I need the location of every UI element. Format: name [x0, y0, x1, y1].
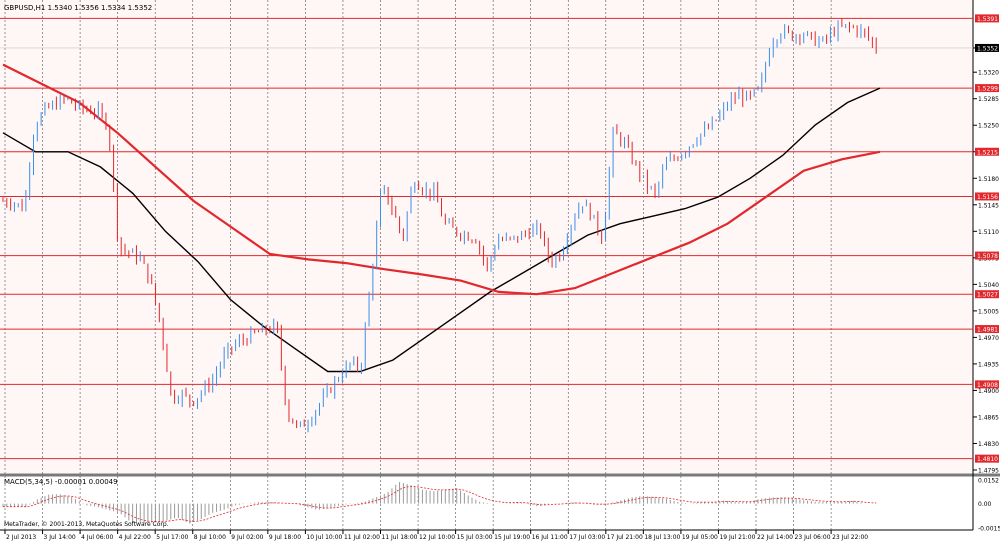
y-tick-label: 1.4900: [978, 388, 999, 395]
price-level-tag: [975, 14, 999, 23]
macd-y-tick-label: 0.0152: [978, 478, 999, 485]
x-tick-label: 23 Jul 06:00: [795, 534, 831, 541]
x-tick-label: 11 Jul 02:00: [344, 534, 380, 541]
x-tick-label: 18 Jul 13:00: [644, 534, 680, 541]
x-tick-label: 4 Jul 22:00: [119, 534, 151, 541]
x-tick-label: 9 Jul 18:00: [269, 534, 301, 541]
x-tick-label: 19 Jul 05:00: [682, 534, 718, 541]
x-tick-label: 23 Jul 22:00: [832, 534, 868, 541]
price-level-label: 1.5391: [977, 16, 998, 23]
y-tick-label: 1.5250: [978, 123, 999, 130]
x-tick-label: 17 Jul 21:00: [607, 534, 643, 541]
x-tick-label: 4 Jul 06:00: [81, 534, 113, 541]
x-tick-label: 9 Jul 02:00: [231, 534, 263, 541]
macd-header: MACD(5,34,5) -0.00001 0.00049: [4, 478, 118, 486]
current-price-label: 1.5352: [977, 45, 998, 52]
x-tick-label: 10 Jul 10:00: [306, 534, 342, 541]
x-tick-label: 8 Jul 10:00: [194, 534, 226, 541]
y-tick-label: 1.4935: [978, 361, 999, 368]
price-level-tag: [975, 84, 999, 93]
x-tick-label: 5 Jul 17:00: [156, 534, 188, 541]
price-level-label: 1.4981: [977, 327, 998, 334]
y-tick-label: 1.5040: [978, 282, 999, 289]
x-tick-label: 3 Jul 14:00: [44, 534, 76, 541]
price-level-label: 1.4810: [977, 456, 998, 463]
x-tick-label: 15 Jul 03:00: [457, 534, 493, 541]
macd-signal-line: [3, 486, 877, 522]
y-tick-label: 1.4970: [978, 335, 999, 342]
y-tick-label: 1.5180: [978, 176, 999, 183]
current-price-tag: [975, 43, 999, 52]
macd-y-tick-label: -0.00157: [978, 526, 1000, 533]
price-level-label: 1.5156: [977, 194, 998, 201]
x-tick-label: 11 Jul 18:00: [382, 534, 418, 541]
y-tick-label: 1.5005: [978, 308, 999, 315]
x-tick-label: 19 Jul 21:00: [719, 534, 755, 541]
y-tick-label: 1.5285: [978, 96, 999, 103]
x-tick-label: 12 Jul 10:00: [419, 534, 455, 541]
moving-average-line: [2, 87, 881, 373]
price-level-tag: [975, 251, 999, 260]
price-level-label: 1.5299: [977, 86, 998, 93]
x-tick-label: 16 Jul 11:00: [532, 534, 568, 541]
y-tick-label: 1.4795: [978, 468, 999, 475]
y-tick-label: 1.5145: [978, 202, 999, 209]
y-tick-label: 1.4865: [978, 414, 999, 421]
price-level-tag: [975, 380, 999, 389]
price-panel-bg: [0, 0, 973, 473]
price-level-label: 1.5215: [977, 149, 998, 156]
price-level-label: 1.4908: [977, 382, 998, 389]
price-level-tag: [975, 325, 999, 334]
price-level-tag: [975, 147, 999, 156]
y-tick-label: 1.5110: [978, 229, 999, 236]
x-tick-label: 2 Jul 2013: [6, 534, 36, 541]
y-tick-label: 1.5320: [978, 70, 999, 77]
price-level-tag: [975, 290, 999, 299]
y-tick-label: 1.4830: [978, 441, 999, 448]
x-tick-label: 15 Jul 19:00: [494, 534, 530, 541]
x-tick-label: 22 Jul 14:00: [757, 534, 793, 541]
x-tick-label: 17 Jul 03:00: [569, 534, 605, 541]
footer-text: MetaTrader, © 2001-2013, MetaQuotes Soft…: [4, 521, 169, 528]
price-level-tag: [975, 454, 999, 463]
price-level-tag: [975, 192, 999, 201]
moving-average-line: [2, 63, 881, 296]
chart-header: GBPUSD,H1 1.5340 1.5356 1.5334 1.5352: [4, 4, 152, 12]
macd-y-tick-label: 0.00: [978, 501, 992, 508]
price-level-label: 1.5078: [977, 253, 998, 260]
price-level-label: 1.5027: [977, 292, 998, 299]
